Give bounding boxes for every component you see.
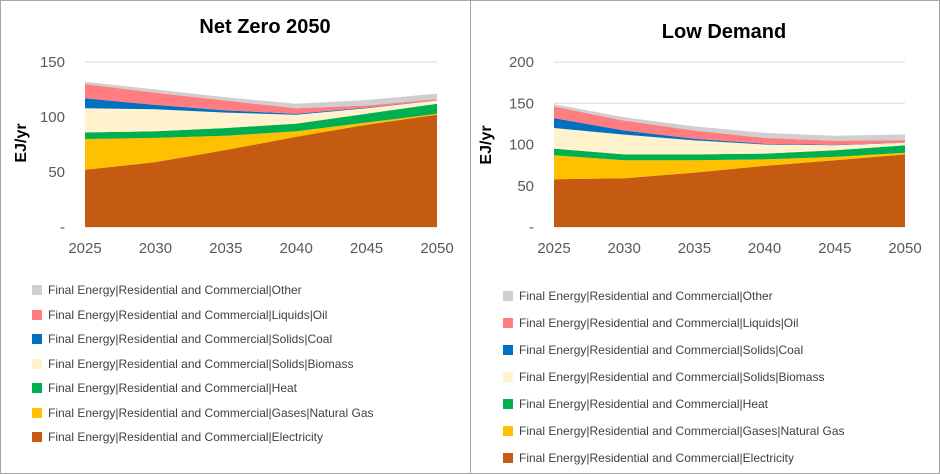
area-series-other	[85, 81, 437, 109]
legend-label: Final Energy|Residential and Commercial|…	[48, 283, 302, 297]
legend-swatch	[32, 383, 42, 393]
legend-item: Final Energy|Residential and Commercial|…	[32, 282, 302, 298]
legend-swatch	[503, 453, 513, 463]
area-series-biomass	[554, 128, 905, 155]
panel-divider	[470, 0, 471, 474]
y-tick-label: 150	[40, 54, 65, 71]
x-tick-label: 2040	[748, 240, 781, 257]
legend-item: Final Energy|Residential and Commercial|…	[32, 405, 374, 421]
legend-swatch	[503, 426, 513, 436]
legend-item: Final Energy|Residential and Commercial|…	[32, 356, 353, 372]
y-axis-label: EJ/yr	[13, 123, 30, 162]
area-series-heat	[554, 145, 905, 161]
legend-label: Final Energy|Residential and Commercial|…	[519, 424, 845, 438]
legend-swatch	[32, 285, 42, 295]
legend-label: Final Energy|Residential and Commercial|…	[519, 370, 825, 384]
area-series-natural-gas	[85, 113, 437, 170]
area-series-natural-gas	[554, 152, 905, 180]
chart-low-demand: Low Demand EJ/yr - 50 100 150 200 2025 2030 203…	[471, 0, 940, 474]
x-tick-label: 2045	[350, 240, 383, 257]
legend-item: Final Energy|Residential and Commercial|…	[503, 288, 773, 304]
y-tick-label: 50	[48, 164, 65, 181]
area-series-electricity	[554, 154, 905, 227]
legend-swatch	[503, 399, 513, 409]
legend-label: Final Energy|Residential and Commercial|…	[519, 316, 799, 330]
legend-label: Final Energy|Residential and Commercial|…	[519, 289, 773, 303]
legend-swatch	[32, 358, 42, 369]
x-tick-label: 2025	[68, 240, 101, 257]
legend-swatch	[503, 291, 513, 301]
x-tick-label: 2040	[280, 240, 313, 257]
chart-net-zero-2050-plot: Net Zero 2050 EJ/yr - 50 100 150 2025 2030 203…	[13, 16, 454, 257]
legend-label: Final Energy|Residential and Commercial|…	[48, 430, 324, 444]
legend-item: Final Energy|Residential and Commercial|…	[503, 315, 798, 331]
y-tick-label: -	[60, 219, 65, 236]
legend-item: Final Energy|Residential and Commercial|…	[503, 423, 845, 439]
y-tick-label: 200	[509, 54, 534, 71]
area-series-other	[554, 104, 905, 141]
x-tick-label: 2030	[608, 240, 641, 257]
area-series-oil	[85, 84, 437, 114]
legend-label: Final Energy|Residential and Commercial|…	[48, 356, 354, 371]
legend-swatch	[32, 334, 42, 344]
legend-label: Final Energy|Residential and Commercial|…	[519, 397, 769, 411]
legend-item: Final Energy|Residential and Commercial|…	[32, 307, 327, 323]
legend-label: Final Energy|Residential and Commercial|…	[48, 307, 328, 322]
legend-item: Final Energy|Residential and Commercial|…	[503, 450, 794, 466]
x-tick-label: 2035	[678, 240, 711, 257]
x-tick-label: 2045	[818, 240, 851, 257]
chart-low-demand-plot: Low Demand EJ/yr - 50 100 150 200 2025 2030 203…	[478, 21, 922, 257]
x-tick-label: 2025	[537, 240, 570, 257]
legend-swatch	[503, 372, 513, 382]
y-tick-label: -	[529, 219, 534, 236]
area-series-electricity	[85, 114, 437, 227]
chart-title: Net Zero 2050	[199, 16, 330, 38]
x-tick-label: 2050	[888, 240, 921, 257]
x-tick-label: 2030	[139, 240, 172, 257]
chart-title: Low Demand	[662, 21, 786, 43]
legend-label: Final Energy|Residential and Commercial|…	[48, 332, 333, 346]
x-tick-label: 2035	[209, 240, 242, 257]
y-tick-label: 50	[517, 178, 534, 195]
legend-item: Final Energy|Residential and Commercial|…	[503, 369, 824, 385]
legend-label: Final Energy|Residential and Commercial|…	[519, 451, 795, 465]
legend-swatch	[32, 407, 42, 418]
area-series-biomass	[85, 100, 437, 133]
legend-item: Final Energy|Residential and Commercial|…	[32, 331, 332, 347]
y-tick-label: 150	[509, 95, 534, 112]
legend-label: Final Energy|Residential and Commercial|…	[48, 405, 374, 420]
chart-net-zero-2050: Net Zero 2050 EJ/yr - 50 100 150 2025 2030 203…	[13, 16, 454, 445]
legend-swatch	[32, 309, 42, 320]
legend-label: Final Energy|Residential and Commercial|…	[48, 381, 298, 395]
area-series-coal	[85, 98, 437, 115]
area-series-coal	[554, 118, 905, 146]
area-series-oil	[554, 106, 905, 145]
legend-item: Final Energy|Residential and Commercial|…	[503, 342, 803, 358]
legend-item: Final Energy|Residential and Commercial|…	[32, 429, 323, 445]
y-axis-label: EJ/yr	[478, 125, 495, 164]
x-tick-label: 2050	[420, 240, 453, 257]
area-series-heat	[85, 103, 437, 139]
legend-label: Final Energy|Residential and Commercial|…	[519, 343, 804, 357]
legend-item: Final Energy|Residential and Commercial|…	[32, 380, 297, 396]
y-tick-label: 100	[509, 137, 534, 154]
legend-item: Final Energy|Residential and Commercial|…	[503, 396, 768, 412]
legend-swatch	[503, 318, 513, 328]
legend-swatch	[32, 432, 42, 442]
legend-swatch	[503, 345, 513, 355]
y-tick-label: 100	[40, 109, 65, 126]
